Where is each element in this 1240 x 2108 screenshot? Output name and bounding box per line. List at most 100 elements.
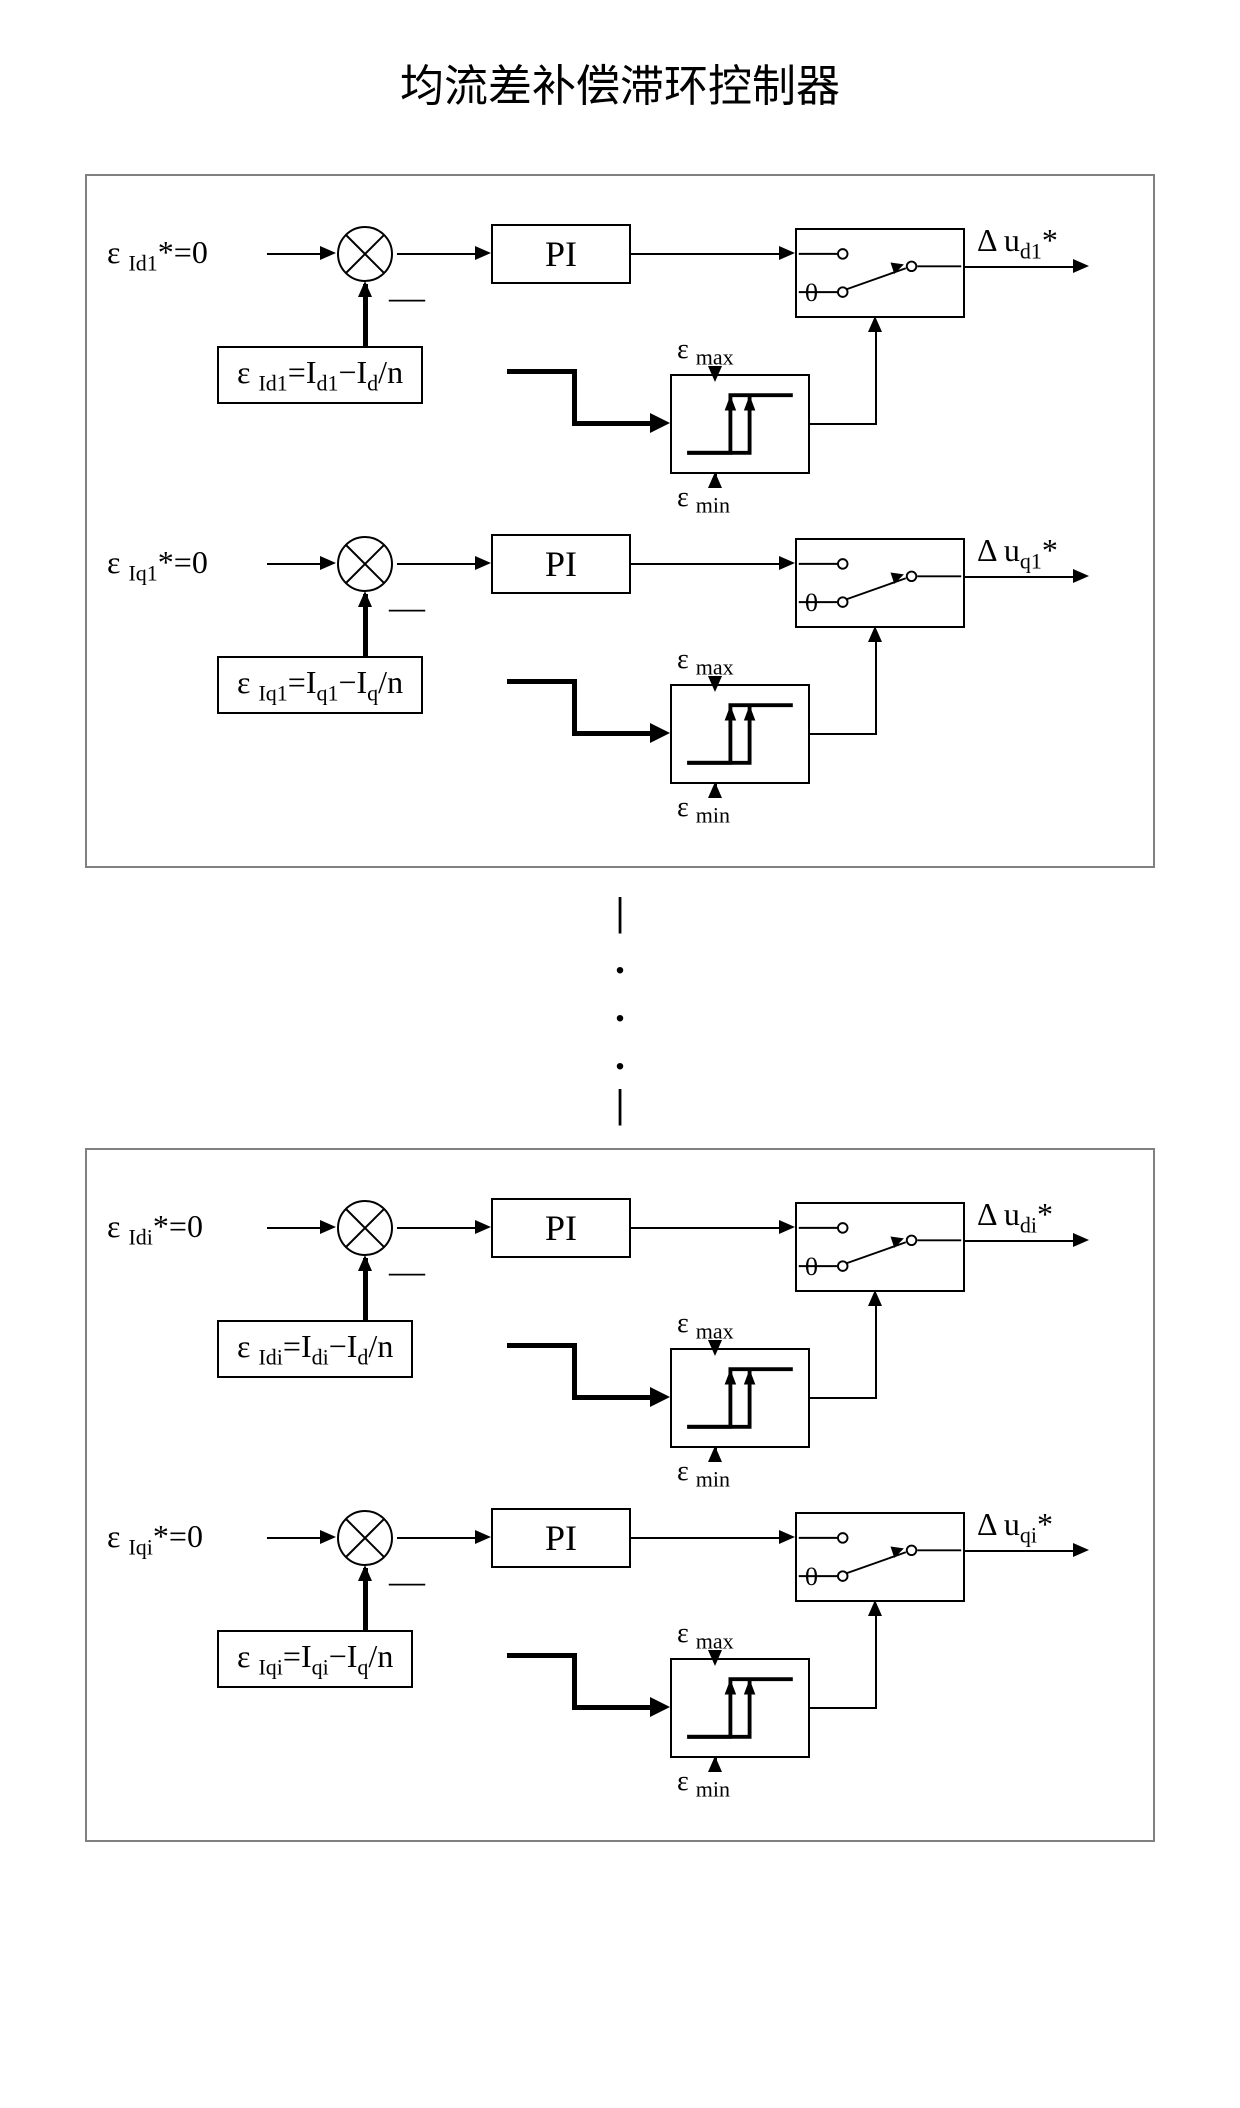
eps-min: ε min [677,482,730,519]
wire [631,563,781,565]
control-row-d1: ε Id1*=0 — PI 0 Δ ud1* [107,216,1133,516]
pi-block: PI [491,534,631,594]
wire [397,253,477,255]
output-label: Δ udi* [977,1196,1053,1238]
wire-thick [572,369,577,424]
arrowhead-icon [475,1220,491,1234]
wire [267,1537,322,1539]
eps-max: ε max [677,1618,734,1655]
error-equation: ε Iq1=Iq1−Iq/n [217,656,423,714]
wire [631,253,781,255]
pi-block: PI [491,1508,631,1568]
arrowhead-icon [708,1340,722,1356]
arrowhead-icon [320,556,336,570]
controller-group-i: ε Idi*=0 — PI 0 Δ udi* [85,1148,1155,1842]
switch-block [795,1512,965,1602]
error-equation: ε Iqi=Iqi−Iq/n [217,1630,413,1688]
wire [875,1610,877,1709]
wire [965,1550,1075,1552]
wire [397,1537,477,1539]
arrowhead-icon [650,413,670,433]
arrowhead-icon [779,1530,795,1544]
output-label: Δ uqi* [977,1506,1053,1548]
arrowhead-icon [779,246,795,260]
arrowhead-icon [475,556,491,570]
wire-thick [572,1705,652,1710]
arrowhead-icon [708,676,722,692]
arrowhead-icon [708,1446,722,1462]
wire-thick [572,421,652,426]
arrowhead-icon [650,723,670,743]
arrowhead-icon [708,472,722,488]
output-label: Δ ud1* [977,222,1058,264]
diagram-title: 均流差补偿滞环控制器 [50,50,1190,114]
switch-zero: 0 [805,588,818,618]
controller-group-1: ε Id1*=0 — PI 0 Δ ud1* [85,174,1155,868]
control-row-di: ε Idi*=0 — PI 0 Δ udi* [107,1190,1133,1490]
wire [965,266,1075,268]
eps-min: ε min [677,1456,730,1493]
wire-thick [572,1395,652,1400]
arrowhead-icon [1073,259,1089,273]
wire [810,1707,875,1709]
wire [267,1227,322,1229]
ref-label: ε Id1*=0 [107,234,208,276]
switch-block [795,1202,965,1292]
wire [631,1537,781,1539]
arrowhead-icon [358,591,372,607]
arrowhead-icon [320,246,336,260]
arrowhead-icon [320,1220,336,1234]
arrowhead-icon [868,1290,882,1306]
hysteresis-block [670,374,810,474]
control-row-qi: ε Iqi*=0 — PI 0 Δ uqi* [107,1500,1133,1800]
wire-thick [507,1343,577,1348]
arrowhead-icon [650,1387,670,1407]
arrowhead-icon [868,626,882,642]
pi-block: PI [491,1198,631,1258]
error-equation: ε Id1=Id1−Id/n [217,346,423,404]
eps-max: ε max [677,334,734,371]
wire [631,1227,781,1229]
summer-block [335,1508,395,1568]
wire [810,733,875,735]
wire [810,423,875,425]
eps-max: ε max [677,1308,734,1345]
switch-zero: 0 [805,1252,818,1282]
hysteresis-block [670,684,810,784]
ref-label: ε Iq1*=0 [107,544,208,586]
switch-block [795,228,965,318]
minus-sign: — [389,1250,425,1292]
arrowhead-icon [708,1756,722,1772]
hysteresis-block [670,1348,810,1448]
minus-sign: — [389,276,425,318]
arrowhead-icon [475,1530,491,1544]
switch-zero: 0 [805,1562,818,1592]
arrowhead-icon [320,1530,336,1544]
wire [267,563,322,565]
control-row-q1: ε Iq1*=0 — PI 0 Δ uq1* [107,526,1133,826]
wire-thick [507,369,577,374]
pi-block: PI [491,224,631,284]
wire-thick [507,679,577,684]
ref-label: ε Idi*=0 [107,1208,203,1250]
wire-thick [507,1653,577,1658]
switch-zero: 0 [805,278,818,308]
wire [965,576,1075,578]
arrowhead-icon [1073,569,1089,583]
hysteresis-block [670,1658,810,1758]
arrowhead-icon [868,316,882,332]
wire-thick [572,731,652,736]
minus-sign: — [389,586,425,628]
wire-thick [572,679,577,734]
arrowhead-icon [708,366,722,382]
arrowhead-icon [868,1600,882,1616]
arrowhead-icon [650,1697,670,1717]
eps-min: ε min [677,792,730,829]
output-label: Δ uq1* [977,532,1058,574]
arrowhead-icon [708,782,722,798]
arrowhead-icon [475,246,491,260]
wire [397,563,477,565]
arrowhead-icon [358,1565,372,1581]
summer-block [335,224,395,284]
wire [267,253,322,255]
